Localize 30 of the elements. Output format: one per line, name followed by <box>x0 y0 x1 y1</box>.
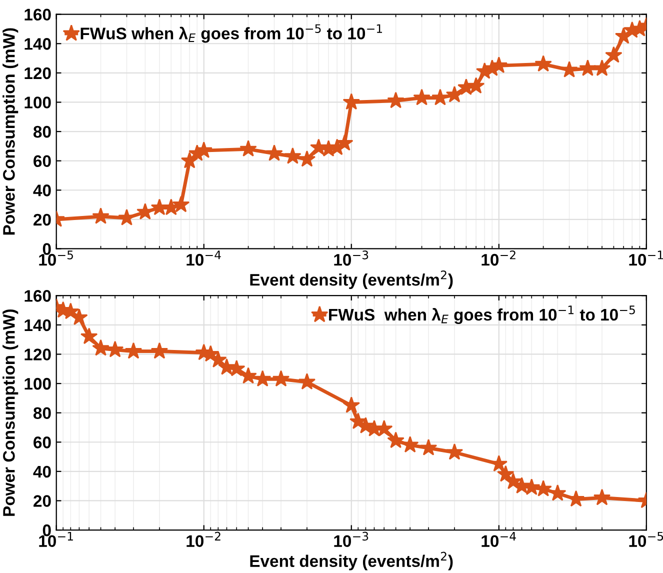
legend-label: FWuS when λ$_{E}$ goes from 10$^{−5}$ to 10$^{−1}$ <box>80 24 382 43</box>
y-tick-label: 120 <box>24 348 51 360</box>
y-tick-label: 160 <box>24 290 51 302</box>
y-tick-label: 140 <box>24 319 51 332</box>
y-tick-label: 160 <box>24 8 51 21</box>
y-tick-label: 100 <box>24 378 51 390</box>
y-tick-label: 40 <box>33 184 51 196</box>
x-tick-label: 10$^{−2}$ <box>482 250 516 266</box>
y-tick-label: 80 <box>33 407 51 420</box>
y-tick-label: 120 <box>24 67 51 80</box>
legend-label: FWuS when λ$_{E}$ goes from 10$^{−1}$ to 10$^{−5}$ <box>329 306 635 324</box>
x-tick-label: 10$^{−3}$ <box>334 532 368 547</box>
x-tick-label: 10$^{−4}$ <box>482 532 516 548</box>
x-axis-title: Event density (events/m$^{2}$) <box>250 552 453 570</box>
y-tick-label: 140 <box>24 38 51 50</box>
y-tick-label: 20 <box>34 214 51 226</box>
y-tick-label: 20 <box>34 495 51 507</box>
x-tick-label: 10$^{−4}$ <box>186 250 221 266</box>
x-axis-title: Event density (events/m$^{2}$) <box>250 270 453 290</box>
y-tick-label: 60 <box>34 155 51 168</box>
y-tick-label: 60 <box>34 436 51 448</box>
y-tick-label: 80 <box>33 126 51 138</box>
x-tick-label: 10$^{−2}$ <box>186 532 220 547</box>
x-tick-label: 10$^{−1}$ <box>629 250 663 266</box>
y-tick-label: 40 <box>33 466 51 478</box>
y-tick-label: 100 <box>24 96 51 108</box>
y-axis-title: Power Consumption (mW) <box>2 28 18 235</box>
x-tick-label: 10$^{−5}$ <box>629 532 663 548</box>
y-axis-title: Power Consumption (mW) <box>2 309 18 516</box>
x-tick-label: 10$^{−3}$ <box>334 250 368 266</box>
